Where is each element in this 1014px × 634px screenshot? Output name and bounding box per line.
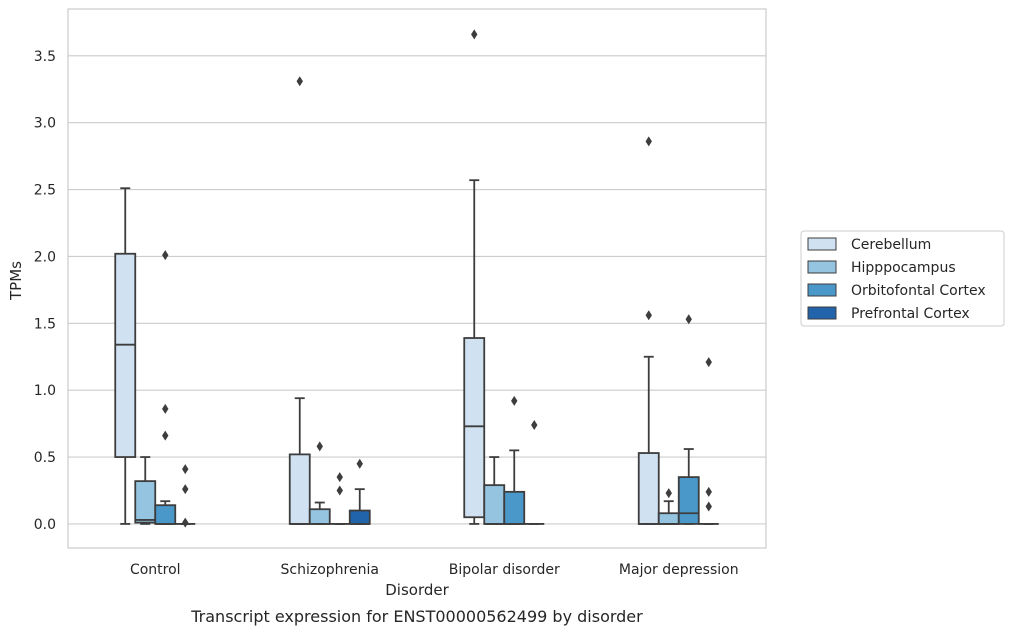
legend-label: Prefrontal Cortex [851,306,970,322]
box-group [637,136,719,525]
y-tick-label: 2.5 [34,183,56,199]
plot-area-frame [67,8,767,549]
legend: Cerebellum Hipppocampus Orbitofontal Corte… [800,230,1005,327]
outlier-point [162,250,169,261]
box-group [114,187,196,528]
box [114,252,137,458]
outlier-point [531,419,538,430]
box-group [463,29,545,525]
outlier-point [162,403,169,414]
outlier-point [162,430,169,441]
box [637,452,660,525]
outlier-point [316,441,323,452]
outlier-point [685,314,692,325]
legend-swatch [807,283,837,297]
box-groups [114,29,719,528]
outlier-point [336,485,343,496]
box [154,504,177,525]
outlier-point [665,488,672,499]
x-tick-label: Bipolar disorder [449,562,560,578]
chart-caption: Transcript expression for ENST0000056249… [190,607,643,626]
outlier-point [336,472,343,483]
box [134,480,157,524]
x-axis-ticks: Control Schizophrenia Bipolar disorder Majo… [130,562,739,578]
outlier-point [705,501,712,512]
outlier-point [182,484,189,495]
box [463,337,486,519]
x-axis-label: Disorder [385,581,449,599]
y-tick-label: 3.5 [34,49,56,65]
box [348,509,371,525]
y-tick-label: 2.0 [34,249,56,265]
legend-frame [800,230,1005,327]
outlier-point [645,310,652,321]
x-tick-label: Major depression [619,562,739,578]
box [288,453,311,525]
x-tick-label: Control [130,562,181,578]
outlier-point [182,464,189,475]
outlier-point [511,395,518,406]
box [483,484,506,525]
outlier-point [471,29,478,40]
x-tick-label: Schizophrenia [281,562,379,578]
y-axis-ticks: 0.0 0.5 1.0 1.5 2.0 2.5 3.0 3.5 [34,49,56,533]
y-tick-label: 1.0 [34,383,56,399]
legend-label: Orbitofontal Cortex [851,283,986,299]
box [308,508,331,525]
legend-label: Hipppocampus [851,260,956,276]
outlier-point [705,486,712,497]
y-tick-label: 0.0 [34,517,56,533]
y-tick-label: 1.5 [34,316,56,332]
legend-swatch [807,260,837,274]
y-tick-label: 3.0 [34,116,56,132]
y-tick-label: 0.5 [34,450,56,466]
box [657,512,680,525]
box-group [288,76,371,525]
outlier-point [182,517,189,528]
legend-swatch [807,306,837,320]
legend-label: Cerebellum [851,237,931,253]
outlier-point [296,76,303,87]
outlier-point [356,458,363,469]
outlier-point [645,136,652,147]
box [677,476,700,525]
y-axis-label: TPMs [7,261,25,301]
box [503,490,526,525]
outlier-point [705,357,712,368]
legend-swatch [807,237,837,251]
